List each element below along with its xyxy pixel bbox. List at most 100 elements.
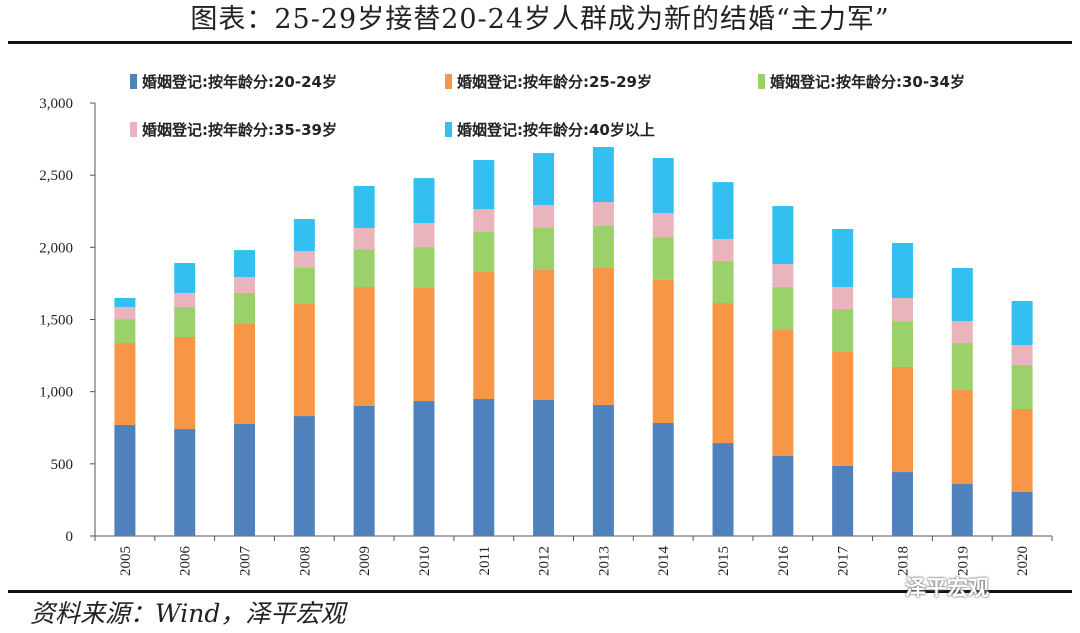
bar-segment-2005-3 bbox=[114, 319, 136, 344]
bar-segment-2017-4 bbox=[832, 287, 854, 309]
x-tick-label: 2011 bbox=[477, 546, 493, 575]
bar-segment-2006-5 bbox=[174, 263, 196, 293]
bar-segment-2020-3 bbox=[1011, 364, 1033, 409]
x-tick-label: 2015 bbox=[716, 546, 732, 576]
bar-segment-2006-1 bbox=[174, 429, 196, 536]
bar-segment-2017-5 bbox=[832, 229, 854, 288]
y-tick-label: 1,000 bbox=[39, 385, 73, 401]
bar-segment-2016-1 bbox=[772, 456, 794, 536]
y-tick-label: 2,500 bbox=[39, 168, 73, 184]
bar-segment-2013-1 bbox=[592, 404, 614, 536]
watermark-text: 泽平宏观 bbox=[905, 576, 989, 600]
bar-segment-2014-3 bbox=[652, 237, 674, 280]
bottom-divider bbox=[8, 590, 1072, 593]
bar-segment-2008-4 bbox=[293, 251, 315, 268]
bar-segment-2010-3 bbox=[413, 247, 435, 289]
legend-marker-3 bbox=[758, 74, 765, 89]
bar-segment-2014-4 bbox=[652, 212, 674, 238]
bar-segment-2013-5 bbox=[592, 147, 614, 203]
bar-segment-2006-2 bbox=[174, 336, 196, 430]
bar-segment-2016-5 bbox=[772, 206, 794, 265]
bar-segment-2019-1 bbox=[951, 484, 973, 536]
x-tick-label: 2013 bbox=[596, 546, 612, 576]
bar-segment-2010-2 bbox=[413, 288, 435, 402]
y-tick-label: 2,000 bbox=[39, 240, 73, 256]
bar-segment-2010-4 bbox=[413, 223, 435, 248]
legend-marker-5 bbox=[445, 122, 452, 137]
bar-segment-2005-4 bbox=[114, 306, 136, 320]
x-tick-label: 2018 bbox=[895, 546, 911, 576]
legend-label-3: 婚姻登记:按年龄分:30-34岁 bbox=[770, 73, 965, 91]
bar-segment-2019-2 bbox=[951, 390, 973, 485]
bar-segment-2006-4 bbox=[174, 292, 196, 307]
bar-segment-2008-3 bbox=[293, 267, 315, 305]
bar-segment-2012-3 bbox=[533, 227, 555, 270]
bar-segment-2009-3 bbox=[353, 249, 375, 288]
bar-segment-2017-1 bbox=[832, 465, 854, 536]
y-tick-label: 1,500 bbox=[39, 313, 73, 329]
bar-segment-2020-2 bbox=[1011, 408, 1033, 492]
bar-segment-2013-2 bbox=[592, 267, 614, 405]
bar-segment-2012-2 bbox=[533, 269, 555, 401]
x-tick-label: 2019 bbox=[955, 546, 971, 576]
bar-segment-2011-4 bbox=[473, 209, 495, 233]
legend-label-2: 婚姻登记:按年龄分:25-29岁 bbox=[457, 73, 652, 91]
bar-segment-2018-1 bbox=[891, 472, 913, 536]
legend-label-1: 婚姻登记:按年龄分:20-24岁 bbox=[142, 73, 337, 91]
legend-label-4: 婚姻登记:按年龄分:35-39岁 bbox=[142, 121, 337, 139]
bar-segment-2009-2 bbox=[353, 287, 375, 406]
bar-segment-2019-4 bbox=[951, 321, 973, 344]
bar-segment-2020-1 bbox=[1011, 491, 1033, 536]
chart-title: 图表：25-29岁接替20-24岁人群成为新的结婚“主力军” bbox=[190, 4, 890, 35]
bar-segment-2018-3 bbox=[891, 321, 913, 367]
x-tick-label: 2010 bbox=[417, 546, 433, 576]
bar-segment-2012-1 bbox=[533, 400, 555, 536]
bar-segment-2020-5 bbox=[1011, 301, 1033, 346]
legend-label-5: 婚姻登记:按年龄分:40岁以上 bbox=[457, 121, 655, 139]
bar-segment-2019-3 bbox=[951, 343, 973, 391]
bar-segment-2011-5 bbox=[473, 160, 495, 210]
bar-segment-2006-3 bbox=[174, 306, 196, 337]
top-divider bbox=[8, 41, 1072, 44]
watermark-logo: 泽平宏观 bbox=[905, 572, 989, 602]
x-tick-label: 2017 bbox=[836, 546, 852, 577]
bar-segment-2010-1 bbox=[413, 401, 435, 536]
bar-segment-2011-2 bbox=[473, 272, 495, 400]
bar-segment-2009-5 bbox=[353, 185, 375, 228]
bar-segment-2007-5 bbox=[234, 250, 256, 278]
source-note: 资料来源：Wind，泽平宏观 bbox=[30, 599, 346, 628]
bar-segment-2014-1 bbox=[652, 422, 674, 536]
x-tick-label: 2020 bbox=[1015, 546, 1031, 576]
x-tick-label: 2014 bbox=[656, 546, 672, 577]
bar-segment-2015-5 bbox=[712, 182, 734, 239]
x-tick-label: 2008 bbox=[297, 546, 313, 576]
y-tick-label: 0 bbox=[66, 529, 74, 545]
bar-segment-2011-3 bbox=[473, 232, 495, 273]
bar-segment-2017-2 bbox=[832, 351, 854, 466]
y-tick-label: 500 bbox=[51, 457, 74, 473]
bar-segment-2019-5 bbox=[951, 267, 973, 322]
bar-segment-2016-4 bbox=[772, 264, 794, 288]
bar-segment-2008-2 bbox=[293, 304, 315, 417]
x-tick-label: 2005 bbox=[118, 546, 134, 576]
bar-segment-2015-3 bbox=[712, 261, 734, 304]
bar-segment-2007-1 bbox=[234, 423, 256, 536]
x-tick-label: 2009 bbox=[357, 546, 373, 576]
bar-segment-2015-1 bbox=[712, 443, 734, 536]
bar-segment-2009-4 bbox=[353, 227, 375, 250]
bar-segment-2005-5 bbox=[114, 297, 136, 307]
bar-segment-2020-4 bbox=[1011, 345, 1033, 365]
legend-marker-1 bbox=[130, 74, 137, 89]
x-tick-label: 2012 bbox=[537, 546, 553, 576]
bar-segment-2008-5 bbox=[293, 219, 315, 252]
bar-segment-2008-1 bbox=[293, 416, 315, 536]
bar-segment-2018-5 bbox=[891, 243, 913, 298]
legend-marker-2 bbox=[445, 74, 452, 89]
y-tick-label: 3,000 bbox=[39, 96, 73, 112]
bar-segment-2012-4 bbox=[533, 205, 555, 228]
bar-segment-2005-2 bbox=[114, 343, 136, 426]
bar-segment-2012-5 bbox=[533, 153, 555, 206]
bar-segment-2016-2 bbox=[772, 330, 794, 457]
bar-segment-2015-2 bbox=[712, 303, 734, 444]
